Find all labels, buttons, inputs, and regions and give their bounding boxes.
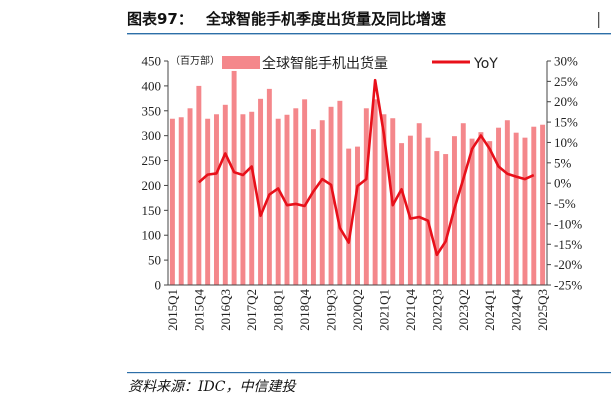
bar-2024Q4: [513, 132, 519, 285]
right-tick-label: -15%: [554, 237, 582, 252]
left-axis-ticks: 450 400 350 300 250 200 150 100 50 0: [142, 54, 168, 293]
x-tick-label: 2020Q2: [350, 289, 365, 331]
right-tick-label: 5%: [554, 155, 572, 170]
unit-label: （百万部）: [170, 54, 220, 67]
bar-2018Q1: [275, 118, 281, 286]
right-tick-label: 25%: [554, 74, 578, 89]
left-tick-label: 150: [142, 203, 162, 218]
bar-2019Q4: [337, 100, 343, 285]
bar-2020Q2: [355, 146, 360, 285]
x-tick-label: 2016Q3: [218, 289, 233, 331]
x-tick-label: 2024Q4: [509, 289, 524, 331]
right-tick-label: 10%: [554, 135, 578, 150]
bar-2024Q2: [496, 127, 501, 285]
bar-2023Q2: [460, 123, 466, 285]
bar-2025Q3: [540, 124, 546, 285]
header-rule: [127, 33, 611, 35]
legend-bar-label: 全球智能手机出货量: [262, 55, 388, 72]
legend-bar-swatch: [222, 56, 260, 69]
bar-2023Q4: [478, 132, 484, 285]
right-tick-label: 0%: [554, 176, 572, 191]
x-axis-labels: 2015Q1 2015Q4 2016Q3 2017Q2 2018Q1 2018Q4 2019…: [165, 289, 550, 331]
bar-2015Q1: [169, 118, 175, 286]
right-tick-label: -5%: [554, 196, 576, 211]
x-tick-label: 2018Q1: [271, 289, 286, 331]
header-edge-mark: [598, 12, 600, 28]
bar-2019Q1: [310, 129, 316, 285]
x-tick-label: 2018Q4: [297, 289, 312, 331]
bar-2015Q2: [178, 117, 184, 285]
figure-label: 图表97：: [127, 10, 193, 28]
left-tick-label: 450: [142, 54, 162, 69]
right-tick-label: 20%: [554, 94, 578, 109]
x-tick-label: 2021Q1: [376, 289, 391, 331]
bar-2022Q3: [434, 151, 440, 285]
bar-2017Q3: [258, 98, 264, 285]
bar-2019Q2: [319, 120, 325, 286]
bar-2016Q3: [222, 104, 228, 285]
x-tick-label: 2015Q4: [191, 289, 206, 331]
x-tick-label: 2024Q1: [482, 289, 497, 331]
bar-2018Q3: [293, 108, 299, 285]
bar-2025Q2: [531, 126, 537, 286]
right-tick-label: 15%: [554, 115, 578, 130]
bar-2023Q3: [469, 138, 475, 285]
bar-2016Q4: [231, 70, 237, 286]
right-tick-label: -20%: [554, 257, 582, 272]
source-note: 资料来源：IDC，中信建投: [128, 379, 297, 395]
right-axis-ticks: 30% 25% 20% 15% 10% 5% 0% -5% -10% -15% -20% -25%: [547, 54, 582, 293]
bar-2016Q2: [214, 114, 219, 285]
bar-series: [169, 70, 546, 286]
left-tick-label: 400: [142, 78, 162, 93]
bar-2016Q1: [205, 118, 211, 286]
x-tick-label: 2017Q2: [244, 289, 259, 331]
yoy-line: [197, 78, 535, 257]
footer-rule: [127, 372, 611, 374]
bar-2024Q3: [504, 120, 510, 286]
bar-2018Q4: [302, 99, 308, 285]
bar-2017Q4: [266, 88, 272, 285]
bar-2015Q4: [196, 85, 202, 285]
left-tick-label: 200: [142, 178, 162, 193]
axes: [167, 61, 548, 286]
bar-2017Q1: [240, 114, 246, 285]
left-tick-label: 300: [142, 128, 162, 143]
left-tick-label: 50: [148, 253, 161, 268]
bar-2022Q1: [416, 123, 422, 285]
right-tick-label: -25%: [554, 278, 582, 293]
right-tick-label: -10%: [554, 216, 582, 231]
bar-2021Q4: [407, 135, 413, 285]
bar-2022Q4: [443, 154, 449, 285]
bar-2021Q1: [381, 114, 387, 285]
x-tick-label: 2025Q3: [535, 289, 550, 331]
bar-2020Q4: [372, 99, 378, 285]
bar-2022Q2: [425, 137, 431, 285]
bar-2020Q3: [363, 108, 369, 285]
bar-2015Q3: [187, 108, 193, 285]
chart-title: 全球智能手机季度出货量及同比增速: [205, 10, 446, 28]
left-tick-label: 0: [155, 278, 162, 293]
bar-2024Q1: [487, 141, 493, 285]
x-tick-label: 2022Q3: [429, 289, 444, 331]
bar-2020Q1: [346, 148, 352, 285]
left-tick-label: 100: [142, 228, 162, 243]
legend-line-label: YoY: [473, 56, 498, 72]
x-tick-label: 2021Q4: [403, 289, 418, 331]
bar-2018Q2: [284, 114, 290, 285]
left-tick-label: 350: [142, 103, 162, 118]
x-tick-label: 2019Q3: [324, 289, 339, 331]
bar-2021Q3: [399, 143, 405, 285]
bar-2025Q1: [522, 137, 528, 285]
right-tick-label: 30%: [554, 54, 578, 69]
bar-2017Q2: [249, 111, 255, 286]
bar-2019Q3: [328, 106, 334, 285]
left-tick-label: 250: [142, 153, 162, 168]
x-tick-label: 2015Q1: [165, 289, 180, 331]
yoy-line-series: [197, 78, 535, 257]
x-tick-label: 2023Q2: [456, 289, 471, 331]
